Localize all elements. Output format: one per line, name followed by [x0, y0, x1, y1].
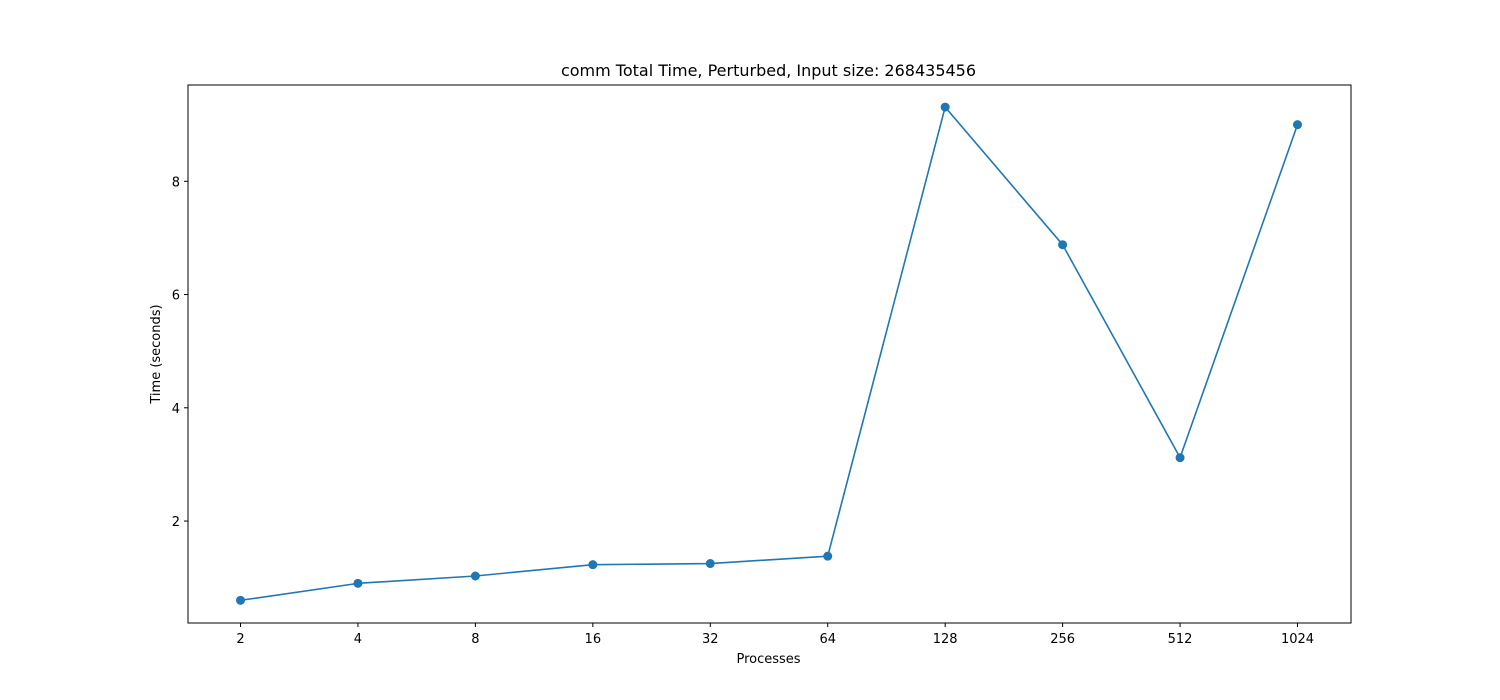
data-point-1024	[1293, 120, 1302, 130]
plot-frame	[187, 84, 1352, 624]
y-tick-label-2: 2	[172, 515, 180, 530]
data-point-512	[1175, 453, 1185, 463]
x-tick-label-4: 4	[354, 632, 362, 647]
x-tick-label-128: 128	[933, 632, 958, 647]
x-tick-label-256: 256	[1050, 632, 1075, 647]
x-axis: 2 4 8 16 32 64 128 256 512 1024	[236, 623, 1314, 647]
data-point-32	[705, 559, 715, 569]
data-point-128	[940, 102, 950, 112]
y-axis: 2 4 6 8	[172, 175, 188, 530]
series-line-0	[239, 106, 1299, 602]
x-tick-label-8: 8	[471, 632, 479, 647]
x-tick-label-512: 512	[1168, 632, 1193, 647]
plot-area	[236, 102, 1302, 605]
chart-title: comm Total Time, Perturbed, Input size: …	[561, 61, 976, 80]
y-axis-label: Time (seconds)	[149, 304, 164, 404]
data-point-2	[236, 595, 245, 605]
data-point-256	[1058, 240, 1068, 250]
y-tick-label-4: 4	[172, 402, 180, 417]
y-tick-label-8: 8	[172, 175, 180, 190]
y-tick-label-6: 6	[172, 289, 180, 304]
data-point-16	[588, 560, 598, 570]
data-point-64	[823, 551, 833, 561]
data-point-4	[353, 578, 363, 588]
x-tick-label-64: 64	[819, 632, 836, 647]
x-tick-label-32: 32	[702, 632, 719, 647]
x-tick-label-2: 2	[236, 632, 244, 647]
x-axis-label: Processes	[736, 652, 800, 667]
x-tick-label-1024: 1024	[1281, 632, 1314, 647]
x-tick-label-16: 16	[585, 632, 602, 647]
data-point-8	[470, 571, 480, 581]
